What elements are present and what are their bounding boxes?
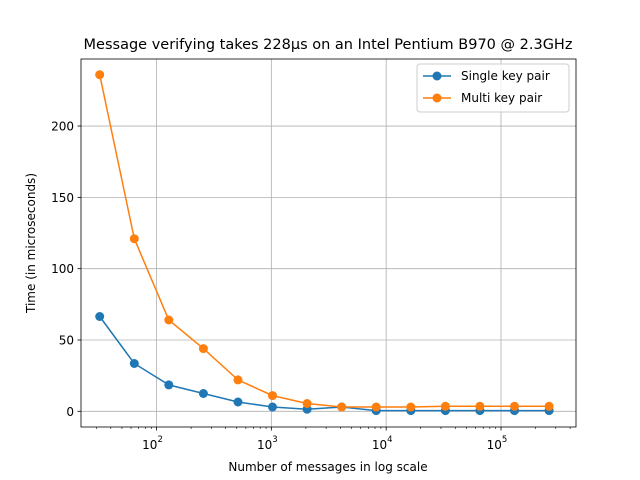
data-point [268,391,277,401]
data-point [475,401,485,411]
data-point [95,312,105,321]
data-point [544,401,554,411]
y-axis-label: Time (in microseconds) [24,173,38,314]
y-tick-label: 0 [66,405,74,419]
axes [80,58,577,428]
series-line-0 [99,316,550,412]
data-point [268,402,277,412]
data-point [337,402,347,412]
series-line-1 [98,74,550,408]
ticks: 102 103 104 105 0 50 100 150 200 [51,120,571,452]
x-tick-label: 102 [142,435,163,452]
data-point [164,380,174,390]
y-tick-label: 100 [51,262,74,276]
x-tick-label: 104 [372,435,393,452]
legend: Single key pair Multi key pair [416,63,570,113]
series-layer [95,70,554,416]
data-point [233,397,243,407]
data-point [440,401,450,411]
legend-marker-multi [432,93,442,103]
data-point [198,389,208,398]
legend-marker-single [432,71,442,81]
y-tick-label: 50 [59,333,74,347]
x-tick-label: 105 [487,435,508,452]
data-point [164,315,174,325]
data-point [302,399,312,408]
y-tick-label: 200 [51,120,74,134]
x-axis-label: Number of messages in log scale [228,460,427,474]
data-point [510,401,519,411]
axes-frame [80,58,577,428]
legend-label-multi: Multi key pair [461,91,542,105]
legend-label-single: Single key pair [461,69,550,83]
legend-box [416,63,570,113]
data-point [129,234,139,244]
data-point [198,344,208,354]
x-tick-label: 103 [257,435,278,452]
data-point [129,359,139,368]
chart-title: Message verifying takes 228µs on an Inte… [84,37,573,53]
data-point [406,402,416,412]
data-point [95,70,105,80]
data-point [233,375,243,385]
grid [81,59,576,427]
y-tick-label: 150 [51,191,74,205]
data-point [371,402,381,412]
